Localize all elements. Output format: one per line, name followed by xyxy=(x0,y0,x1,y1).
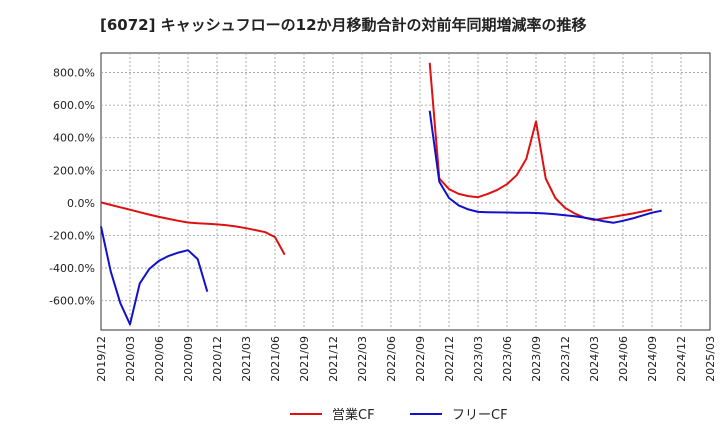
x-tick-label: 2023/06 xyxy=(501,336,514,382)
y-tick-label: 800.0% xyxy=(53,67,95,80)
series-line-operating-cf xyxy=(100,201,286,256)
series-line-operating-cf xyxy=(428,62,653,221)
legend: 営業CF フリーCF xyxy=(290,407,508,423)
x-tick-label: 2024/09 xyxy=(646,336,659,382)
y-tick-label: 0.0% xyxy=(67,197,95,210)
x-tick-label: 2022/06 xyxy=(385,336,398,382)
y-tick-label: -200.0% xyxy=(49,229,95,242)
x-tick-label: 2024/12 xyxy=(675,336,688,382)
x-tick-label: 2021/09 xyxy=(298,336,311,382)
legend-label-operating-cf: 営業CF xyxy=(332,407,375,423)
x-tick-label: 2022/03 xyxy=(356,336,369,382)
x-tick-label: 2022/09 xyxy=(414,336,427,382)
legend-label-free-cf: フリーCF xyxy=(452,408,508,423)
chart-title: [6072] キャッシュフローの12か月移動合計の対前年同期増減率の推移 xyxy=(100,16,587,34)
x-tick-label: 2023/12 xyxy=(559,336,572,382)
x-tick-label: 2021/12 xyxy=(327,336,340,382)
y-tick-label: 600.0% xyxy=(53,99,95,112)
x-tick-label: 2022/12 xyxy=(443,336,456,382)
y-tick-label: -600.0% xyxy=(49,295,95,308)
x-tick-label: 2020/06 xyxy=(153,336,166,382)
series-group xyxy=(100,62,662,326)
x-tick-label: 2025/03 xyxy=(704,336,717,382)
x-tick-label: 2021/03 xyxy=(240,336,253,382)
y-tick-label: 200.0% xyxy=(53,164,95,177)
y-axis: 800.0% 600.0% 400.0% 200.0% 0.0% -200.0% -400.… xyxy=(49,67,95,308)
x-tick-label: 2023/09 xyxy=(530,336,543,382)
series-line-free-cf xyxy=(100,226,209,326)
x-tick-label: 2019/12 xyxy=(95,336,108,382)
x-axis: 2019/12 2020/03 2020/06 2020/09 2020/12 2021/… xyxy=(95,336,717,382)
grid-lines xyxy=(101,53,710,330)
y-tick-label: 400.0% xyxy=(53,132,95,145)
y-tick-label: -400.0% xyxy=(49,262,95,275)
x-tick-label: 2021/06 xyxy=(269,336,282,382)
x-tick-label: 2024/03 xyxy=(588,336,601,382)
x-tick-label: 2020/03 xyxy=(124,336,137,382)
x-tick-label: 2024/06 xyxy=(617,336,630,382)
series-line-free-cf xyxy=(428,110,662,224)
plot-area xyxy=(100,52,711,331)
x-tick-label: 2020/09 xyxy=(182,336,195,382)
plot-frame xyxy=(100,52,711,331)
x-tick-label: 2020/12 xyxy=(211,336,224,382)
x-tick-label: 2023/03 xyxy=(472,336,485,382)
